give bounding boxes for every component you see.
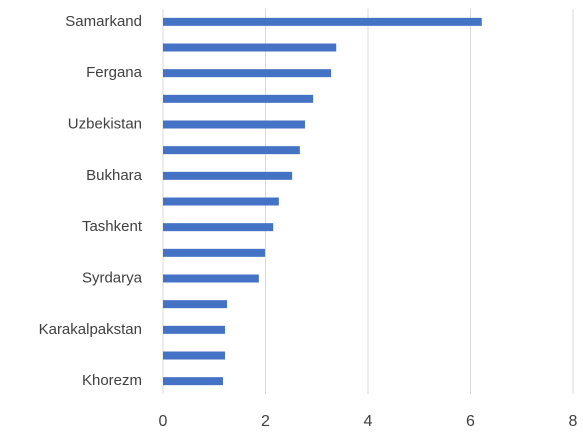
x-tick-label: 8 — [569, 413, 578, 430]
x-tick-label: 0 — [159, 413, 168, 430]
bar — [163, 377, 223, 386]
bar — [163, 248, 265, 257]
y-tick-label: Samarkand — [65, 13, 142, 30]
y-tick-label: Syrdarya — [82, 269, 143, 286]
x-tick-label: 2 — [261, 413, 270, 430]
bar — [163, 43, 337, 52]
bar — [163, 69, 332, 78]
bar — [163, 197, 279, 206]
bar — [163, 300, 228, 309]
bar — [163, 146, 300, 155]
x-tick-label: 6 — [466, 413, 475, 430]
bar — [163, 223, 274, 232]
bar — [163, 351, 226, 360]
bar — [163, 17, 482, 26]
bar — [163, 325, 226, 334]
bar — [163, 171, 293, 180]
bar — [163, 120, 305, 129]
bar — [163, 94, 314, 103]
x-tick-label: 4 — [364, 413, 373, 430]
y-tick-label: Khorezm — [82, 372, 142, 389]
bar — [163, 274, 259, 283]
y-tick-label: Karakalpakstan — [39, 321, 142, 338]
y-tick-label: Bukhara — [86, 167, 143, 184]
y-tick-label: Uzbekistan — [68, 115, 142, 132]
y-tick-label: Fergana — [86, 64, 143, 81]
y-tick-label: Tashkent — [82, 218, 143, 235]
